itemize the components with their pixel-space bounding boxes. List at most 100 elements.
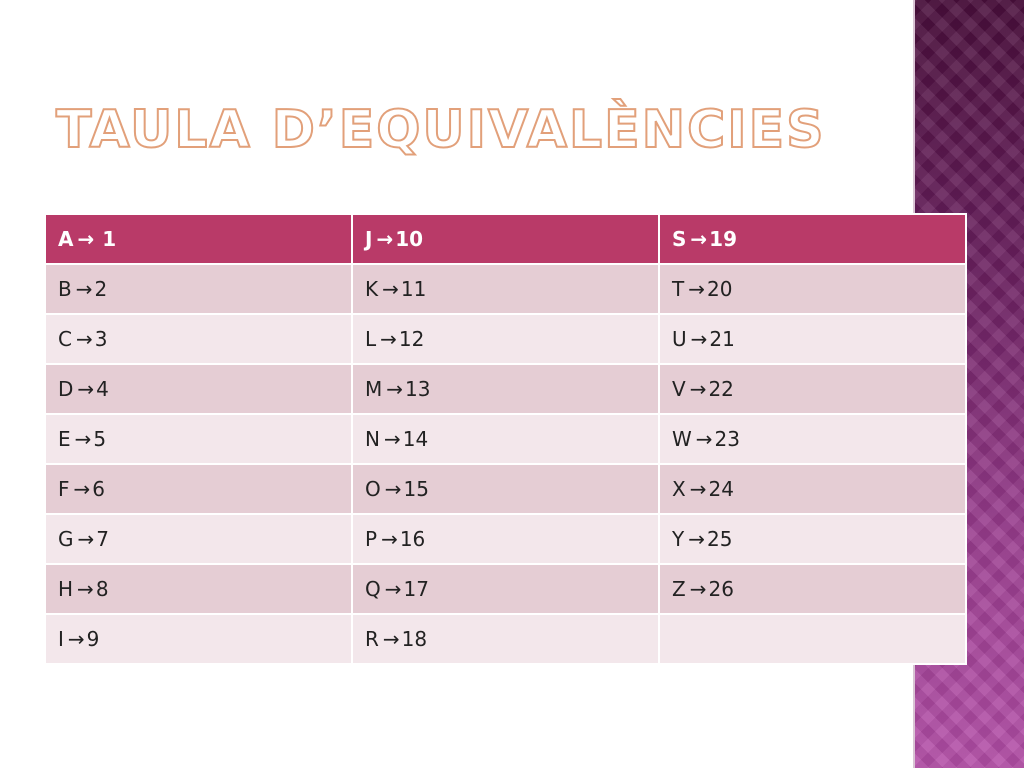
arrow-right-icon: → <box>384 577 402 601</box>
cell-number: 2 <box>94 277 108 301</box>
cell-letter: T <box>672 277 685 301</box>
table-cell: Z → 26 <box>658 563 967 615</box>
cell-letter: M <box>365 377 383 401</box>
table-cell: J → 10 <box>351 213 660 265</box>
arrow-right-icon: → <box>386 377 404 401</box>
table-row: H → 8 Q → 17 Z → 26 <box>44 563 967 615</box>
arrow-right-icon: → <box>384 477 402 501</box>
cell-number: 8 <box>95 577 109 601</box>
arrow-right-icon: → <box>382 277 399 301</box>
arrow-right-icon: → <box>380 327 397 351</box>
arrow-right-icon: → <box>73 477 91 501</box>
table-cell <box>658 613 967 665</box>
table-row: F → 6 O → 15 X → 24 <box>44 463 967 515</box>
cell-letter: N <box>365 427 380 451</box>
cell-letter: I <box>58 627 64 651</box>
cell-number: 13 <box>405 377 431 401</box>
table-cell: R → 18 <box>351 613 660 665</box>
arrow-right-icon: → <box>75 327 93 351</box>
arrow-right-icon: → <box>688 527 705 551</box>
table-row: B → 2 K → 11 T → 20 <box>44 263 967 315</box>
table-cell: E → 5 <box>44 413 353 465</box>
cell-letter: H <box>58 577 74 601</box>
table-cell: N → 14 <box>351 413 660 465</box>
cell-number: 10 <box>395 227 424 251</box>
cell-letter: Z <box>672 577 686 601</box>
cell-number: 11 <box>400 277 427 301</box>
cell-letter: S <box>672 227 687 251</box>
arrow-right-icon: → <box>383 427 401 451</box>
table-cell: G → 7 <box>44 513 353 565</box>
arrow-right-icon: → <box>689 477 707 501</box>
cell-letter: W <box>672 427 692 451</box>
cell-letter: R <box>365 627 379 651</box>
table-cell: I → 9 <box>44 613 353 665</box>
cell-number: 17 <box>403 577 429 601</box>
arrow-right-icon: → <box>74 427 92 451</box>
table-cell: S → 19 <box>658 213 967 265</box>
table-cell: V → 22 <box>658 363 967 415</box>
cell-letter: A <box>58 227 74 251</box>
cell-letter: V <box>672 377 686 401</box>
arrow-right-icon: → <box>382 627 400 651</box>
arrow-right-icon: → <box>77 527 95 551</box>
cell-letter: Q <box>365 577 381 601</box>
arrow-right-icon: → <box>689 577 707 601</box>
cell-letter: Y <box>672 527 685 551</box>
table-body: A → 1 J → 10 S → 19 B → 2 K → 11 T → 20 C → 3 L → 12 U → 21 D → 4 M → 13… <box>44 213 967 665</box>
cell-number: 9 <box>86 627 100 651</box>
cell-letter: J <box>365 227 373 251</box>
arrow-right-icon: → <box>690 227 708 251</box>
table-row: G → 7 P → 16 Y → 25 <box>44 513 967 565</box>
cell-number: 15 <box>403 477 429 501</box>
table-cell: F → 6 <box>44 463 353 515</box>
table-cell: T → 20 <box>658 263 967 315</box>
table-cell: X → 24 <box>658 463 967 515</box>
slide-title: Taula d’equivalències <box>55 99 826 161</box>
cell-number: 23 <box>714 427 740 451</box>
cell-letter: U <box>672 327 687 351</box>
table-cell: B → 2 <box>44 263 353 315</box>
arrow-right-icon: → <box>75 277 93 301</box>
arrow-right-icon: → <box>77 227 95 251</box>
cell-letter: D <box>58 377 74 401</box>
table-cell: C → 3 <box>44 313 353 365</box>
cell-number: 14 <box>402 427 429 451</box>
cell-number: 4 <box>96 377 109 401</box>
cell-number: 12 <box>398 327 425 351</box>
cell-number: 26 <box>708 577 734 601</box>
cell-letter: O <box>365 477 381 501</box>
cell-number: 19 <box>709 227 738 251</box>
table-header-row: A → 1 J → 10 S → 19 <box>44 213 967 265</box>
table-cell: Y → 25 <box>658 513 967 565</box>
table-cell: H → 8 <box>44 563 353 615</box>
table-cell: Q → 17 <box>351 563 660 615</box>
table-cell: A → 1 <box>44 213 353 265</box>
arrow-right-icon: → <box>77 577 94 601</box>
equivalence-table: A → 1 J → 10 S → 19 B → 2 K → 11 T → 20 C → 3 L → 12 U → 21 D → 4 M → 13… <box>44 213 967 665</box>
cell-letter: E <box>58 427 71 451</box>
cell-number: 18 <box>401 627 428 651</box>
table-cell: K → 11 <box>351 263 660 315</box>
table-row: C → 3 L → 12 U → 21 <box>44 313 967 365</box>
cell-letter: B <box>58 277 72 301</box>
cell-number: 6 <box>92 477 106 501</box>
arrow-right-icon: → <box>695 427 713 451</box>
table-cell: L → 12 <box>351 313 660 365</box>
arrow-right-icon: → <box>690 327 708 351</box>
cell-letter: K <box>365 277 379 301</box>
cell-number: 22 <box>708 377 734 401</box>
cell-number: 21 <box>709 327 735 351</box>
cell-letter: F <box>58 477 70 501</box>
cell-number: 16 <box>399 527 426 551</box>
cell-letter: G <box>58 527 74 551</box>
table-cell: M → 13 <box>351 363 660 415</box>
table-cell: D → 4 <box>44 363 353 415</box>
table-row: E → 5 N → 14 W → 23 <box>44 413 967 465</box>
table-cell: P → 16 <box>351 513 660 565</box>
cell-number: 24 <box>708 477 734 501</box>
table-cell: U → 21 <box>658 313 967 365</box>
cell-number: 20 <box>706 277 733 301</box>
cell-number: 1 <box>102 227 117 251</box>
arrow-right-icon: → <box>77 377 95 401</box>
